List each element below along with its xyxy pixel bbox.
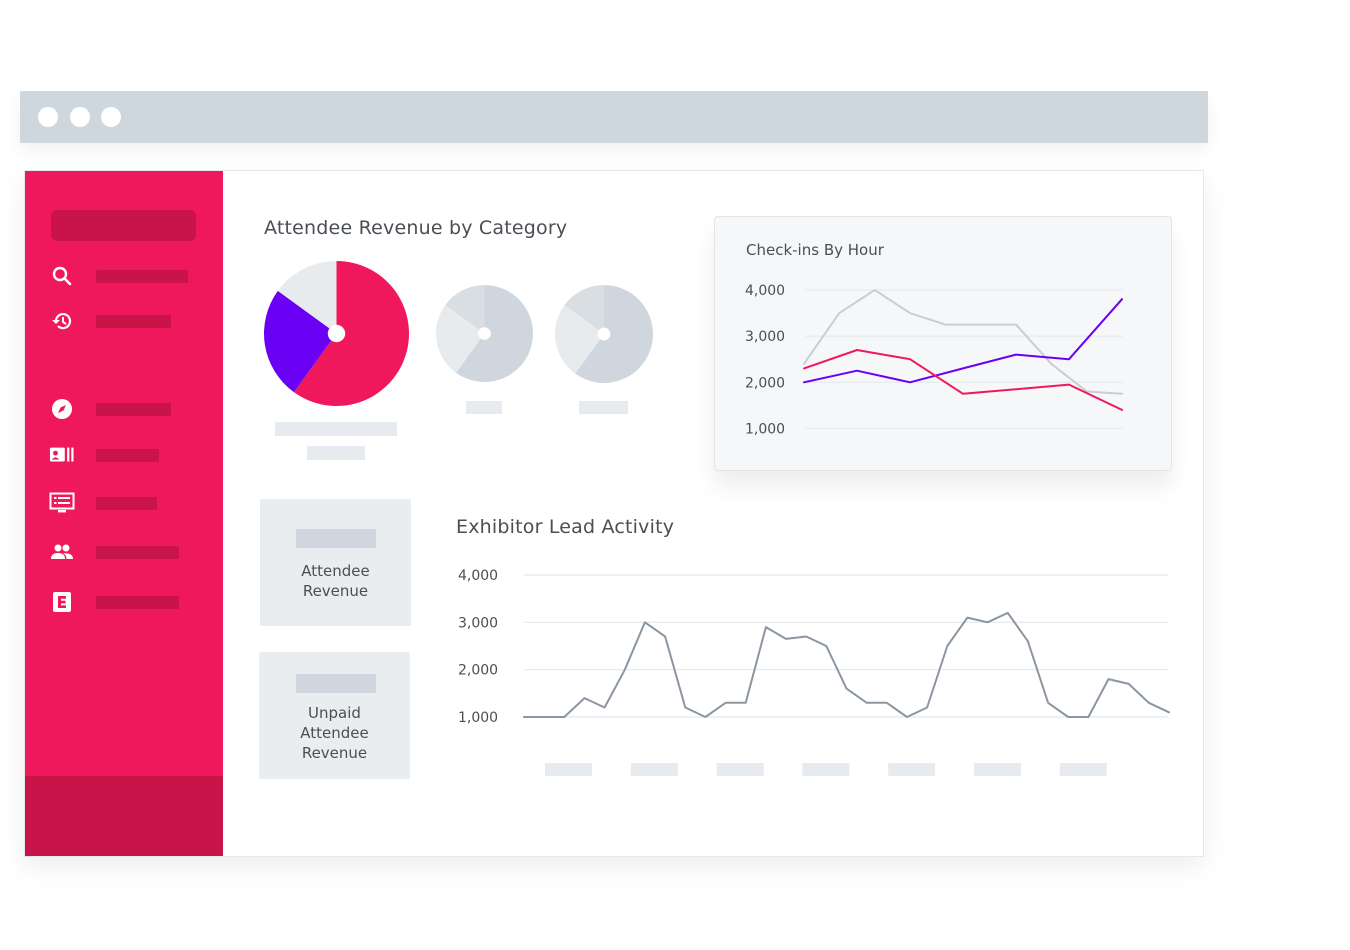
unpaid-revenue-label-2: Attendee [300, 724, 369, 742]
y-tick-label: 2,000 [458, 663, 498, 679]
y-tick-label: 1,000 [745, 421, 785, 437]
sidebar-item-label-placeholder [96, 270, 188, 283]
x-tick-placeholder [974, 763, 1021, 776]
lead-activity-line-chart[interactable]: 4,000 3,000 2,000 1,000 [440, 555, 1180, 785]
pie-legend-placeholder [307, 446, 365, 460]
x-tick-placeholder [630, 763, 678, 776]
sidebar-logo-placeholder[interactable] [51, 210, 196, 241]
e-logo-icon [53, 592, 71, 612]
pie-hole [597, 327, 611, 341]
pie-slice[interactable] [575, 285, 653, 383]
checkins-panel: Check-ins By Hour 4,000 3,000 2,000 1,000 [714, 216, 1172, 471]
series-line[interactable] [523, 611, 1170, 718]
unpaid-attendee-revenue-card[interactable]: Unpaid Attendee Revenue [259, 652, 410, 779]
sidebar-item-history[interactable] [25, 306, 223, 336]
checkins-line-chart[interactable]: 4,000 3,000 2,000 1,000 [715, 217, 1171, 470]
window-close-dot[interactable] [38, 107, 58, 127]
pie-hole [327, 324, 346, 343]
y-tick-label: 4,000 [458, 568, 498, 584]
placeholder-pie-3[interactable] [555, 285, 653, 383]
placeholder-pie-2[interactable] [436, 285, 533, 382]
badge-icon [49, 447, 74, 462]
pie-slice[interactable] [455, 285, 533, 382]
sidebar-item-badges[interactable] [25, 440, 223, 470]
unpaid-revenue-label-3: Revenue [301, 744, 368, 762]
sidebar-item-people[interactable] [25, 537, 223, 567]
sidebar-item-label-placeholder [96, 315, 171, 328]
revenue-section-title: Attendee Revenue by Category [264, 217, 568, 239]
unpaid-revenue-value-placeholder [296, 674, 376, 693]
window-minimize-dot[interactable] [70, 107, 90, 127]
attendee-revenue-value-placeholder [296, 529, 376, 548]
sidebar-item-label-placeholder [96, 403, 171, 416]
y-tick-label: 2,000 [745, 375, 785, 391]
window-maximize-dot[interactable] [101, 107, 121, 127]
attendee-revenue-label-1: Attendee [301, 562, 370, 580]
sidebar-item-explore[interactable] [25, 394, 223, 424]
checkins-chart-title: Check-ins By Hour [746, 241, 884, 259]
series-line[interactable] [803, 349, 1123, 411]
y-tick-label: 3,000 [458, 615, 498, 631]
x-tick-placeholder [802, 763, 850, 776]
sidebar-item-label-placeholder [96, 546, 179, 559]
pie-slice[interactable] [277, 261, 337, 334]
y-tick-label: 3,000 [745, 329, 785, 345]
window-titlebar [20, 91, 1208, 143]
x-tick-placeholder [1059, 763, 1107, 776]
unpaid-revenue-label-1: Unpaid [308, 704, 361, 722]
sidebar-item-search[interactable] [25, 261, 223, 291]
sidebar-item-sessions[interactable] [25, 488, 223, 518]
attendee-revenue-label-2: Revenue [302, 582, 369, 600]
sidebar-footer [25, 776, 223, 856]
lead-activity-title: Exhibitor Lead Activity [456, 516, 675, 538]
sidebar-item-label-placeholder [96, 497, 157, 510]
pie-slice[interactable] [555, 305, 604, 374]
pie-legend-placeholder [466, 401, 502, 414]
pie-slice[interactable] [445, 285, 485, 334]
list-screen-icon [49, 492, 75, 513]
y-tick-label: 1,000 [458, 710, 498, 726]
x-tick-placeholder [888, 763, 936, 776]
search-icon [52, 266, 72, 286]
pie-slice[interactable] [264, 290, 337, 393]
pie-hole [478, 327, 491, 340]
attendee-revenue-card[interactable]: Attendee Revenue [260, 499, 411, 626]
x-tick-placeholder [716, 763, 764, 776]
pie-legend-placeholder [275, 422, 397, 436]
sidebar-item-brand[interactable] [25, 587, 223, 617]
sidebar-item-label-placeholder [96, 449, 159, 462]
attendee-revenue-pie[interactable] [264, 261, 409, 406]
history-icon [52, 313, 72, 330]
people-icon [51, 544, 73, 559]
x-tick-placeholder [545, 763, 592, 776]
y-tick-label: 4,000 [745, 283, 785, 299]
series-line[interactable] [803, 289, 1123, 395]
compass-icon [52, 399, 72, 419]
sidebar-item-label-placeholder [96, 596, 179, 609]
sidebar [25, 171, 223, 856]
pie-slice[interactable] [293, 261, 409, 406]
pie-legend-placeholder [579, 401, 628, 414]
pie-slice[interactable] [436, 304, 485, 373]
series-line[interactable] [803, 298, 1123, 384]
pie-slice[interactable] [564, 285, 604, 334]
